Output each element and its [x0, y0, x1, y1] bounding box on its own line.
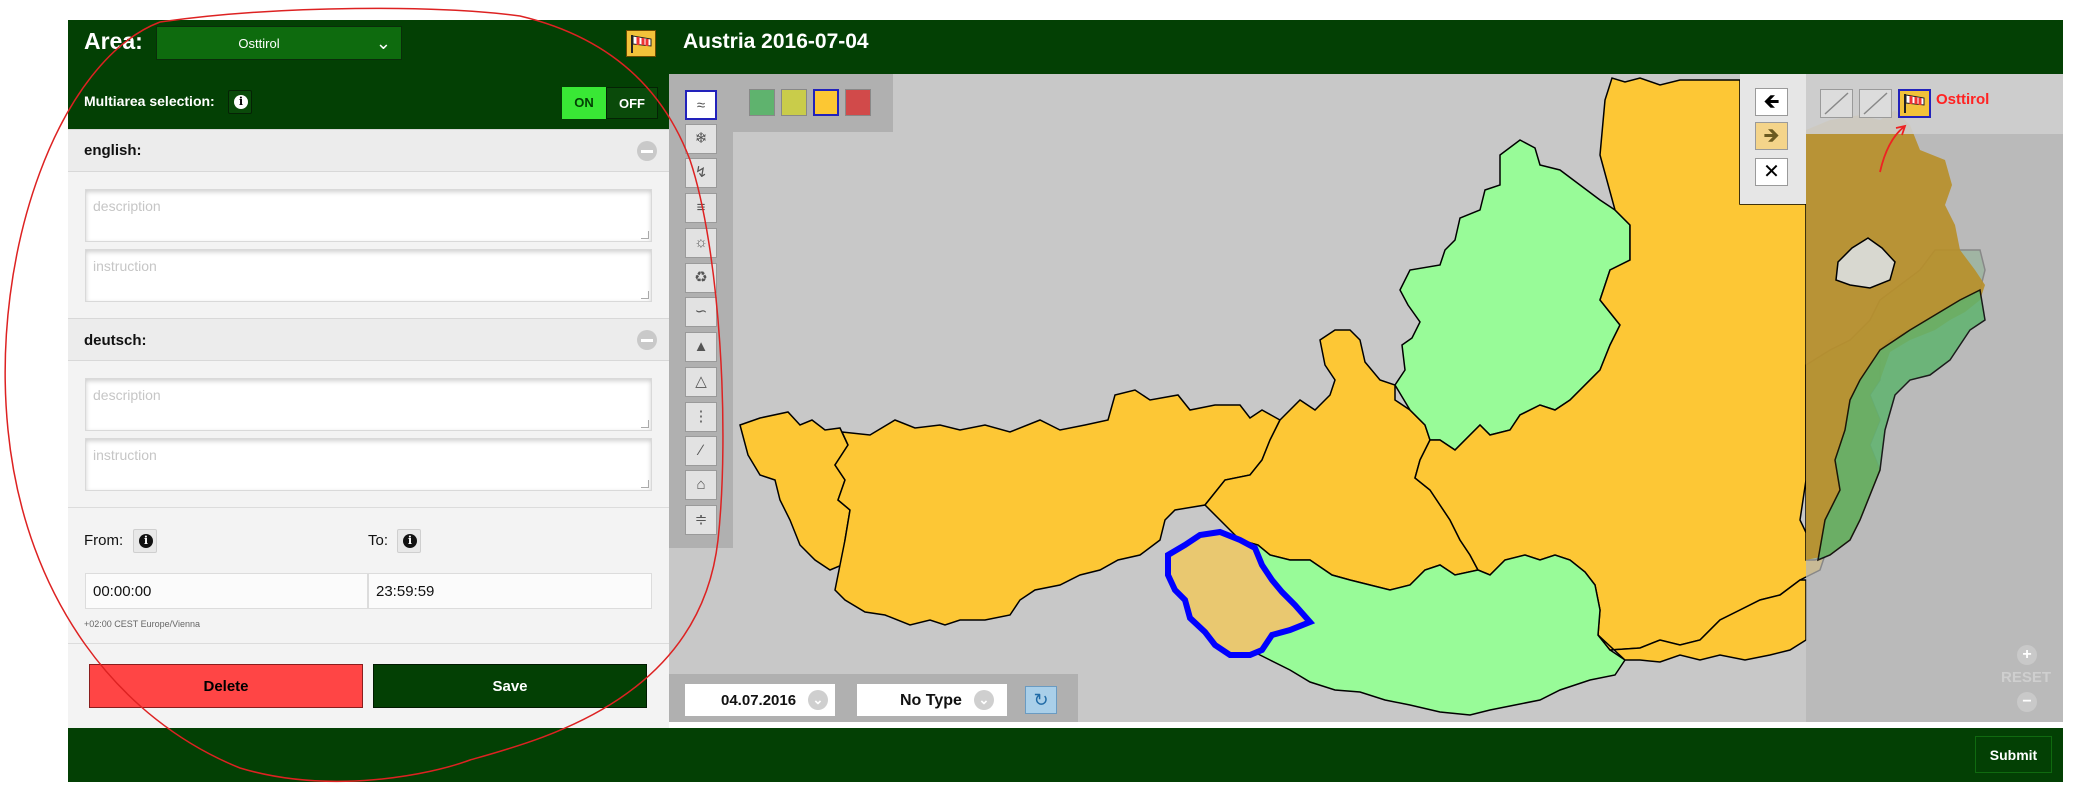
multiarea-label: Multiarea selection:	[84, 93, 215, 109]
deutsch-description-field[interactable]: description	[85, 378, 652, 431]
thunderstorm-icon[interactable]: ↯	[685, 158, 717, 188]
collapse-deutsch-icon[interactable]	[637, 330, 657, 350]
overlay-map-part	[1806, 110, 1986, 562]
multiarea-off-toggle[interactable]: OFF	[606, 87, 658, 119]
windsock-icon[interactable]	[626, 30, 656, 57]
level-yellow-swatch[interactable]	[781, 89, 807, 116]
rain-icon[interactable]: ⋮	[685, 402, 717, 432]
english-section-title: english:	[84, 142, 142, 159]
flood-icon[interactable]: ∕	[685, 436, 717, 466]
arrow-left-icon[interactable]: 🡸	[1755, 88, 1788, 116]
wind-icon[interactable]: ≈	[685, 90, 717, 120]
deutsch-instruction-field[interactable]: instruction	[85, 438, 652, 491]
divider	[68, 507, 669, 508]
area-label: Area:	[84, 28, 143, 54]
chevron-down-icon: ⌄	[974, 690, 994, 710]
date-select[interactable]: 04.07.2016 ⌄	[685, 684, 835, 716]
snow-ice-icon[interactable]: ❄	[685, 124, 717, 154]
timezone-note: +02:00 CEST Europe/Vienna	[84, 619, 201, 629]
area-select-value: Osttirol	[238, 36, 280, 51]
rain-flood-icon[interactable]: ⌂	[685, 470, 717, 500]
region-tirol	[739, 411, 851, 571]
english-section-header	[68, 129, 669, 172]
from-label: From:	[84, 532, 124, 549]
close-icon[interactable]: ✕	[1755, 158, 1788, 186]
high-temperature-icon[interactable]: ☼	[685, 228, 717, 258]
save-button[interactable]: Save	[373, 664, 647, 708]
empty-slot-icon[interactable]	[1859, 89, 1892, 118]
delete-button[interactable]: Delete	[89, 664, 363, 708]
chevron-down-icon: ⌄	[808, 690, 828, 710]
zoom-out-icon[interactable]: −	[2017, 692, 2037, 712]
chevron-down-icon: ⌄	[375, 33, 391, 53]
collapse-english-icon[interactable]	[637, 141, 657, 161]
date-select-value: 04.07.2016	[721, 692, 797, 709]
to-label: To:	[368, 532, 389, 549]
avalanche-icon[interactable]: △	[685, 367, 717, 397]
forest-fire-icon[interactable]: ▲	[685, 332, 717, 362]
empty-slot-icon[interactable]	[1820, 89, 1853, 118]
submit-button[interactable]: Submit	[1975, 736, 2052, 773]
area-select[interactable]: Osttirol ⌄	[156, 26, 402, 60]
to-info-icon[interactable]: i	[397, 529, 421, 553]
type-select-value: No Type	[900, 692, 962, 709]
info-icon[interactable]: i	[228, 90, 252, 114]
fog-icon[interactable]: ≡	[685, 193, 717, 223]
coastal-event-icon[interactable]: ∽	[685, 297, 717, 327]
map-title: Austria 2016-07-04	[683, 30, 869, 53]
divider	[68, 643, 669, 644]
landslide-icon[interactable]: ≑	[685, 505, 717, 535]
deutsch-section-title: deutsch:	[84, 332, 147, 349]
bottom-footer-bar	[68, 728, 2063, 782]
type-select[interactable]: No Type ⌄	[857, 684, 1007, 716]
windsock-icon[interactable]	[1898, 89, 1931, 118]
refresh-icon[interactable]: ↻	[1025, 686, 1057, 714]
level-green-swatch[interactable]	[749, 89, 775, 116]
selected-area-label: Osttirol	[1936, 91, 1990, 108]
level-orange-swatch[interactable]	[813, 89, 839, 116]
multiarea-on-toggle[interactable]: ON	[562, 87, 606, 119]
zoom-in-icon[interactable]: +	[2017, 645, 2037, 665]
region-tirol-main	[834, 389, 1281, 626]
deutsch-section-header	[68, 318, 669, 361]
english-description-field[interactable]: description	[85, 189, 652, 242]
from-info-icon[interactable]: i	[133, 529, 157, 553]
region-osttirol	[1165, 528, 1316, 658]
english-instruction-field[interactable]: instruction	[85, 249, 652, 302]
low-temperature-icon[interactable]: ♻	[685, 263, 717, 293]
arrow-right-icon[interactable]: 🡺	[1755, 122, 1788, 150]
level-red-swatch[interactable]	[845, 89, 871, 116]
to-time-input[interactable]: 23:59:59	[368, 573, 652, 609]
zoom-reset-button[interactable]: RESET	[2001, 669, 2052, 686]
from-time-input[interactable]: 00:00:00	[85, 573, 368, 609]
